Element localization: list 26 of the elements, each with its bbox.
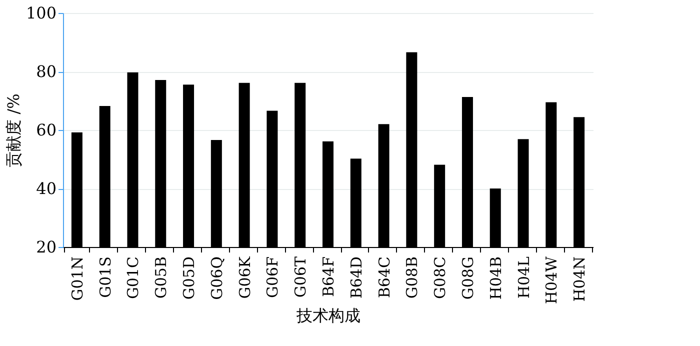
y-tick-label: 60 [36, 120, 56, 140]
x-tick-label: G08C [431, 256, 450, 300]
x-tick-label: G06T [292, 256, 310, 298]
x-tick-label: G01S [96, 256, 114, 298]
x-tick-label: B64F [320, 256, 338, 298]
x-tick-label: B64D [347, 256, 366, 299]
y-axis-title: 贡献度 /% [4, 94, 23, 168]
y-tick-label: 20 [36, 238, 56, 256]
y-tick-label: 80 [36, 62, 56, 81]
x-tick-label: G01N [68, 256, 86, 301]
x-tick-label: H04B [486, 256, 505, 300]
x-tick-label: B64C [375, 256, 394, 298]
x-tick-label: H04L [514, 256, 533, 299]
x-tick-label: G06K [236, 256, 254, 299]
x-tick-label: G01C [124, 256, 142, 300]
x-axis-title: 技术构成 [296, 306, 360, 326]
y-tick-label: 100 [26, 4, 56, 22]
y-tick-label: 40 [36, 179, 56, 198]
x-tick-label: G06F [264, 256, 282, 298]
x-tick-label: G08B [403, 256, 422, 299]
x-tick-label: G05B [152, 256, 170, 299]
x-tick-label: H04N [570, 256, 589, 302]
x-tick-label: G06Q [208, 256, 226, 300]
x-tick-label: H04W [542, 256, 561, 304]
x-tick-label: G05D [180, 256, 198, 300]
x-tick-label: G08G [458, 256, 477, 300]
